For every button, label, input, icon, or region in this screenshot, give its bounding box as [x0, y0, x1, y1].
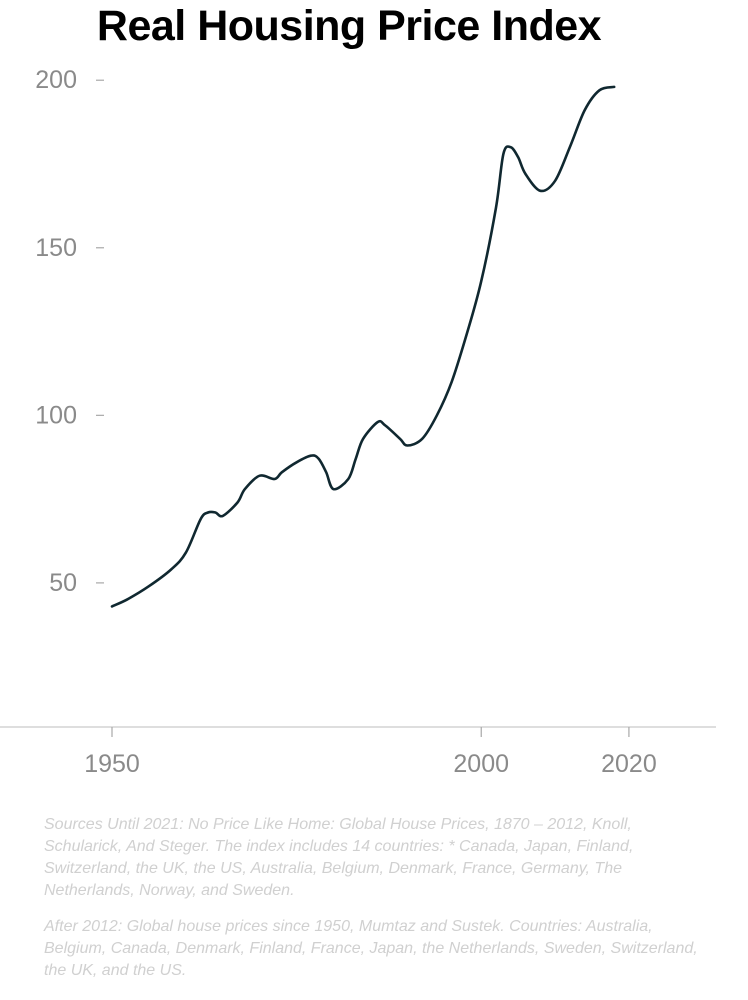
x-axis: 1950 2000 2020	[84, 727, 657, 778]
y-tick-label: 100	[35, 401, 77, 429]
x-tick-label: 2000	[453, 750, 509, 778]
y-axis: 50 100 150 200	[35, 66, 104, 597]
source-note: After 2012: Global house prices since 19…	[44, 916, 704, 982]
y-tick-label: 50	[49, 569, 77, 597]
y-tick-label: 150	[35, 234, 77, 262]
source-note: Sources Until 2021: No Price Like Home: …	[44, 814, 704, 902]
x-tick-label: 2020	[601, 750, 657, 778]
y-tick-label: 200	[35, 66, 77, 94]
series-line	[112, 87, 614, 607]
x-tick-label: 1950	[84, 750, 140, 778]
